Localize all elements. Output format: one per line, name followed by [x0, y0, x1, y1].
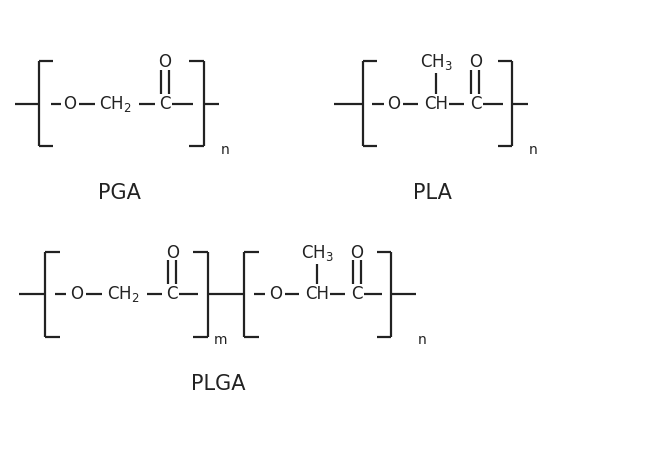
Text: CH: CH: [305, 285, 329, 303]
Text: CH$_2$: CH$_2$: [99, 94, 132, 114]
Text: CH$_2$: CH$_2$: [107, 284, 139, 304]
Text: C: C: [166, 285, 178, 303]
Text: PLGA: PLGA: [191, 374, 246, 394]
Text: O: O: [64, 95, 76, 113]
Text: CH: CH: [424, 95, 448, 113]
Text: PGA: PGA: [98, 183, 141, 203]
Text: C: C: [159, 95, 171, 113]
Text: O: O: [70, 285, 83, 303]
Text: O: O: [269, 285, 282, 303]
Text: n: n: [220, 143, 230, 157]
Text: m: m: [214, 333, 228, 347]
Text: O: O: [158, 54, 171, 71]
Text: PLA: PLA: [413, 183, 452, 203]
Text: n: n: [529, 143, 538, 157]
Text: O: O: [166, 244, 179, 262]
Text: C: C: [469, 95, 481, 113]
Text: CH$_3$: CH$_3$: [301, 243, 334, 263]
Text: O: O: [387, 95, 400, 113]
Text: n: n: [418, 333, 426, 347]
Text: O: O: [469, 54, 482, 71]
Text: CH$_3$: CH$_3$: [420, 52, 452, 73]
Text: C: C: [351, 285, 362, 303]
Text: O: O: [350, 244, 363, 262]
